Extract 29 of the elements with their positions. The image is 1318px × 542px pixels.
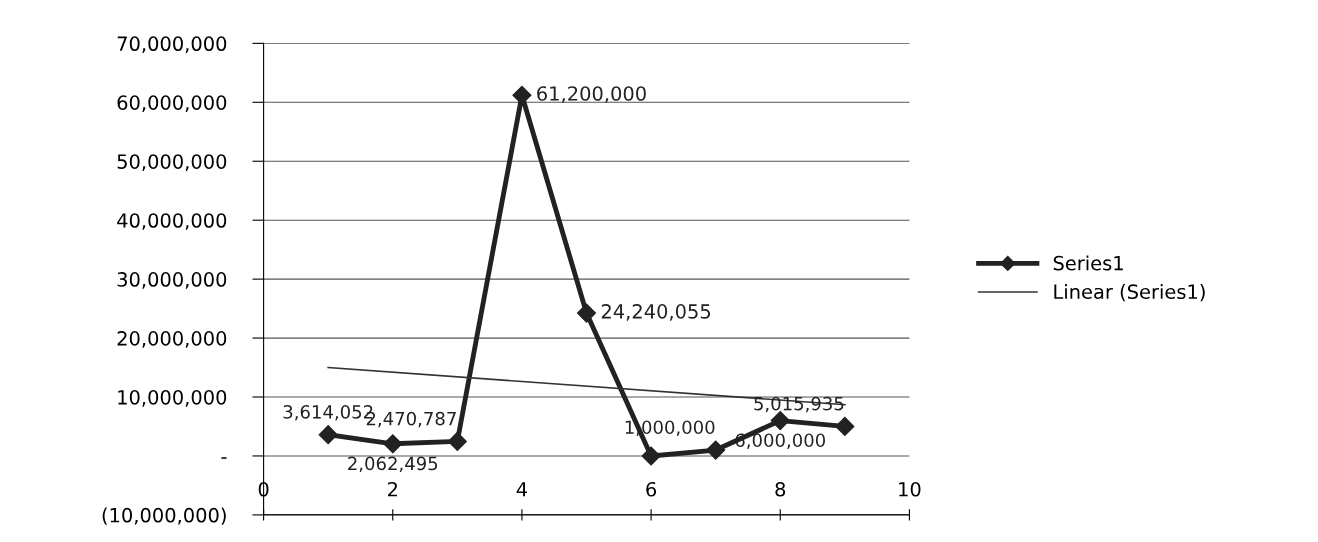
y-tick-label: 60,000,000 bbox=[117, 95, 227, 112]
y-tick-label: 50,000,000 bbox=[117, 154, 227, 171]
data-label: 24,240,055 bbox=[601, 304, 711, 321]
point bbox=[447, 431, 467, 451]
x-tick-label: 4 bbox=[516, 482, 528, 497]
point bbox=[835, 416, 855, 436]
data-label: 2,062,495 bbox=[348, 456, 438, 473]
y-tick-label: 40,000,000 bbox=[117, 213, 227, 230]
point bbox=[318, 425, 338, 445]
y-tick-label: 70,000,000 bbox=[117, 36, 227, 54]
y-tick-label: 30,000,000 bbox=[117, 272, 227, 289]
x-tick-label: 2 bbox=[388, 481, 397, 497]
legend-label: Linear (Series1) bbox=[1054, 283, 1205, 302]
point bbox=[383, 434, 403, 454]
point bbox=[770, 411, 790, 431]
point bbox=[641, 446, 661, 466]
y-tick-label: - bbox=[221, 457, 227, 459]
data-label: 5,015,935 bbox=[754, 396, 844, 413]
x-tick-label: 8 bbox=[775, 481, 786, 497]
x-tick-label: 6 bbox=[646, 481, 657, 497]
point bbox=[512, 85, 532, 105]
y-tick-label: 10,000,000 bbox=[118, 389, 227, 407]
data-label: 61,200,000 bbox=[537, 86, 646, 103]
point bbox=[706, 440, 726, 460]
y-tick-label: 20,000,000 bbox=[117, 331, 227, 348]
legend-label: Series1 bbox=[1053, 255, 1123, 271]
point bbox=[576, 303, 597, 323]
y-tick-label: (10,000,000) bbox=[102, 507, 226, 525]
x-tick-label: 10 bbox=[899, 481, 921, 497]
